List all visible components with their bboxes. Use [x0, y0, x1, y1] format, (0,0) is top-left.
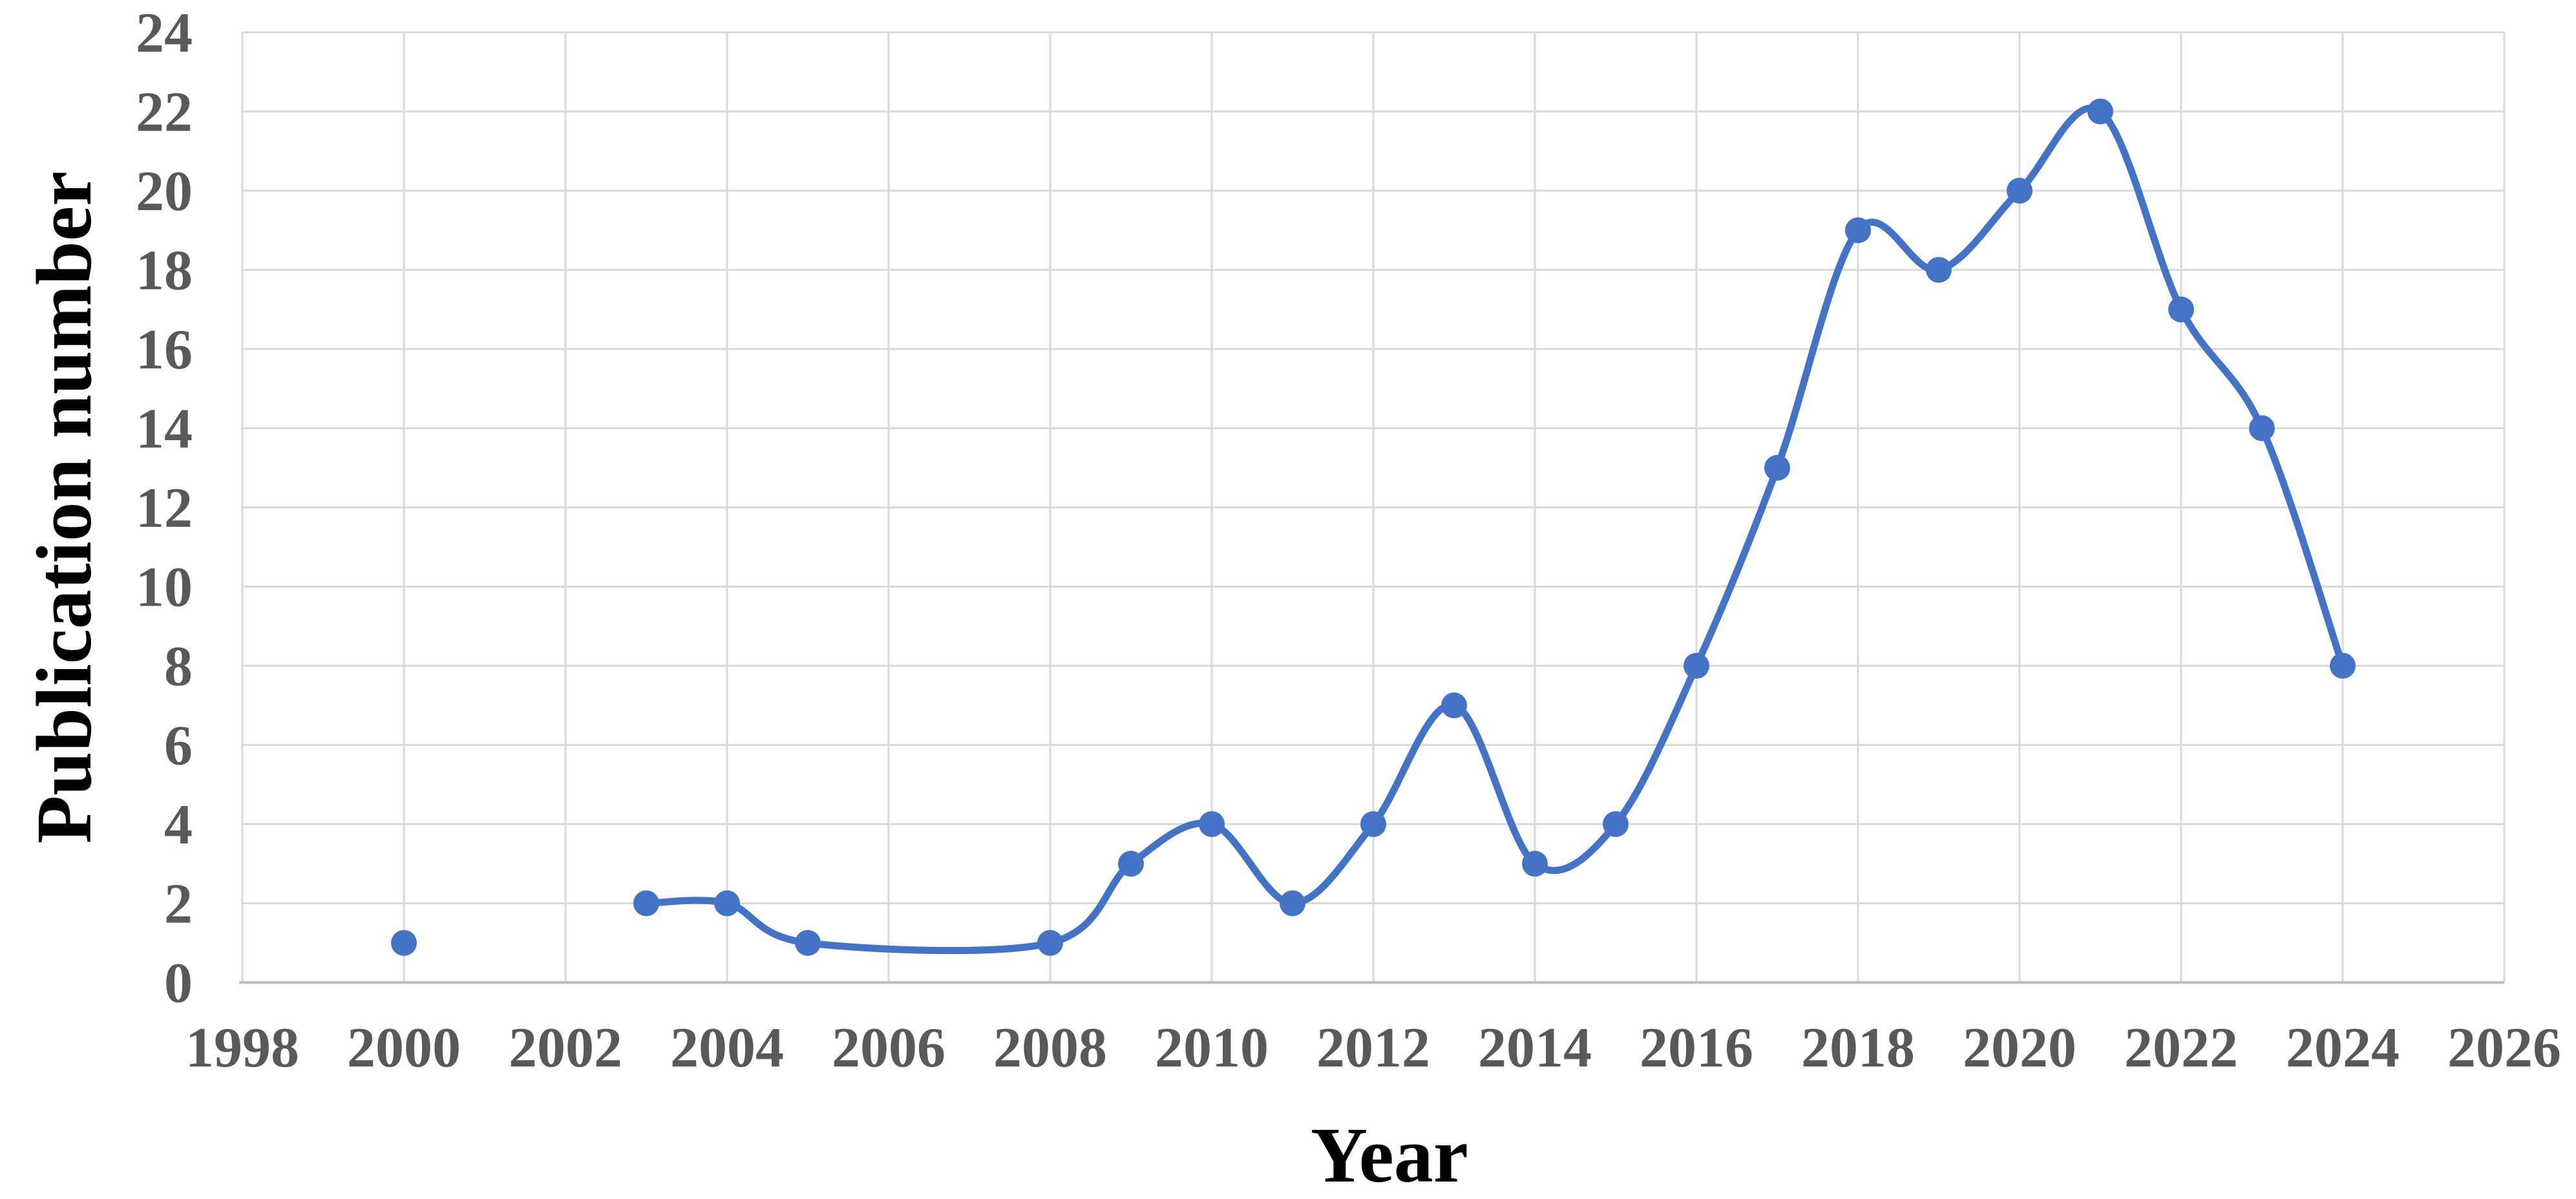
y-tick-label: 4	[164, 794, 193, 856]
data-point-2012	[1360, 811, 1386, 837]
x-tick-label: 2002	[509, 1017, 622, 1079]
data-point-2008	[1037, 929, 1063, 956]
x-tick-label: 2022	[2124, 1017, 2238, 1079]
data-point-2000	[391, 929, 417, 956]
data-point-2005	[795, 929, 821, 956]
data-point-2017	[1764, 454, 1790, 481]
data-point-2010	[1199, 811, 1225, 837]
y-axis-title: Publication number	[21, 171, 108, 844]
data-point-2003	[633, 890, 659, 917]
x-tick-label: 2018	[1801, 1017, 1915, 1079]
data-point-2015	[1603, 811, 1629, 837]
y-tick-label: 12	[136, 477, 193, 540]
gridlines	[241, 31, 2506, 984]
y-tick-label: 14	[136, 398, 193, 461]
y-tick-label: 8	[164, 635, 193, 698]
y-tick-label: 10	[136, 557, 193, 619]
x-tick-label: 2010	[1155, 1017, 1269, 1079]
data-point-2022	[2168, 296, 2194, 323]
x-tick-label: 1998	[185, 1017, 299, 1079]
data-point-2024	[2330, 653, 2356, 679]
y-tick-label: 6	[164, 715, 193, 778]
data-point-2011	[1280, 890, 1305, 917]
x-tick-label: 2014	[1478, 1017, 1592, 1079]
data-point-2021	[2087, 98, 2113, 125]
x-axis-title: Year	[1311, 1112, 1468, 1199]
data-point-2004	[714, 890, 740, 917]
data-point-2020	[2007, 178, 2032, 204]
data-point-2014	[1522, 851, 1548, 877]
x-tick-label: 2004	[670, 1017, 784, 1079]
x-tick-label: 2020	[1963, 1017, 2076, 1079]
y-tick-label: 22	[136, 81, 193, 144]
x-tick-label: 2024	[2286, 1017, 2400, 1079]
y-tick-label: 16	[136, 319, 193, 381]
data-series	[391, 98, 2356, 956]
y-tick-label: 24	[136, 2, 193, 65]
data-point-2016	[1684, 653, 1709, 679]
x-tick-label: 2008	[993, 1017, 1107, 1079]
x-tick-label: 2016	[1640, 1017, 1753, 1079]
x-tick-label: 2026	[2447, 1017, 2561, 1079]
x-tick-label: 2012	[1316, 1017, 1430, 1079]
data-point-2023	[2249, 415, 2275, 441]
data-point-2013	[1441, 692, 1467, 719]
y-tick-label: 18	[136, 240, 193, 302]
data-point-2009	[1118, 851, 1144, 877]
data-point-2019	[1926, 257, 1952, 283]
y-tick-label: 0	[164, 952, 193, 1015]
data-point-2018	[1845, 217, 1871, 244]
x-tick-label: 2000	[347, 1017, 461, 1079]
y-tick-label: 2	[164, 873, 193, 936]
x-tick-label: 2006	[832, 1017, 945, 1079]
y-tick-label: 20	[136, 160, 193, 223]
